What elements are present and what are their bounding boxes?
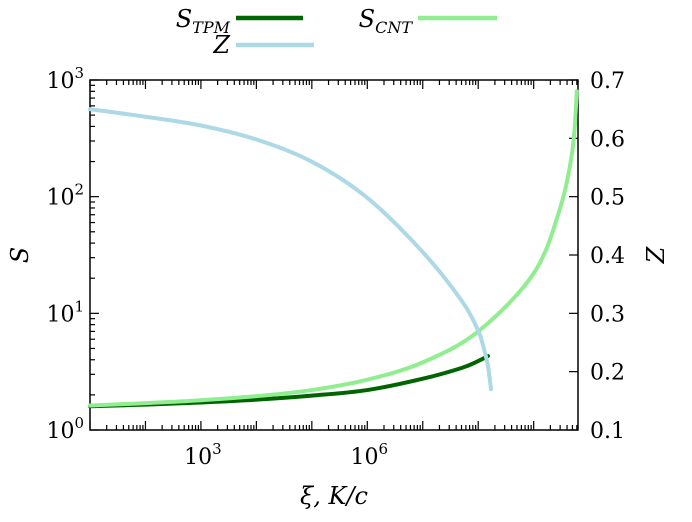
y-left-tick-label: 101 xyxy=(46,297,84,327)
y-left-tick-label: 102 xyxy=(46,181,84,211)
y-right-tick-label: 0.2 xyxy=(590,361,625,386)
y-right-tick-label: 0.6 xyxy=(590,127,625,152)
series-line-s-cnt xyxy=(88,89,579,408)
x-tick-label: 106 xyxy=(351,440,389,470)
y-right-tick-label: 0.7 xyxy=(590,69,625,94)
series-line-s-tpm xyxy=(88,354,490,409)
tick-labels: 103 106 100 101 102 103 0.1 0.2 0.3 0.4 0.5 0.6 0.7 xyxy=(46,64,625,470)
y-right-tick-label: 0.1 xyxy=(590,419,625,444)
plot-frame xyxy=(89,79,579,431)
y-right-tick-label: 0.3 xyxy=(590,302,625,327)
series-line-z xyxy=(88,107,493,392)
x-axis-label: ξ, K/c xyxy=(300,482,368,510)
y-right-tick-label: 0.5 xyxy=(590,186,625,211)
y-left-tick-label: 100 xyxy=(46,414,84,444)
ticks xyxy=(89,79,578,431)
y-left-tick-label: 103 xyxy=(46,64,84,94)
legend-label: SCNT xyxy=(359,5,414,37)
y-left-axis-label: S xyxy=(6,247,34,263)
legend: STPM SCNT Z xyxy=(176,5,497,59)
legend-label: STPM xyxy=(176,5,231,37)
y-right-tick-label: 0.4 xyxy=(590,244,625,269)
legend-label: Z xyxy=(212,31,231,59)
x-tick-label: 103 xyxy=(184,440,222,470)
y-right-axis-label: Z xyxy=(642,245,670,264)
series-lines xyxy=(88,89,579,409)
